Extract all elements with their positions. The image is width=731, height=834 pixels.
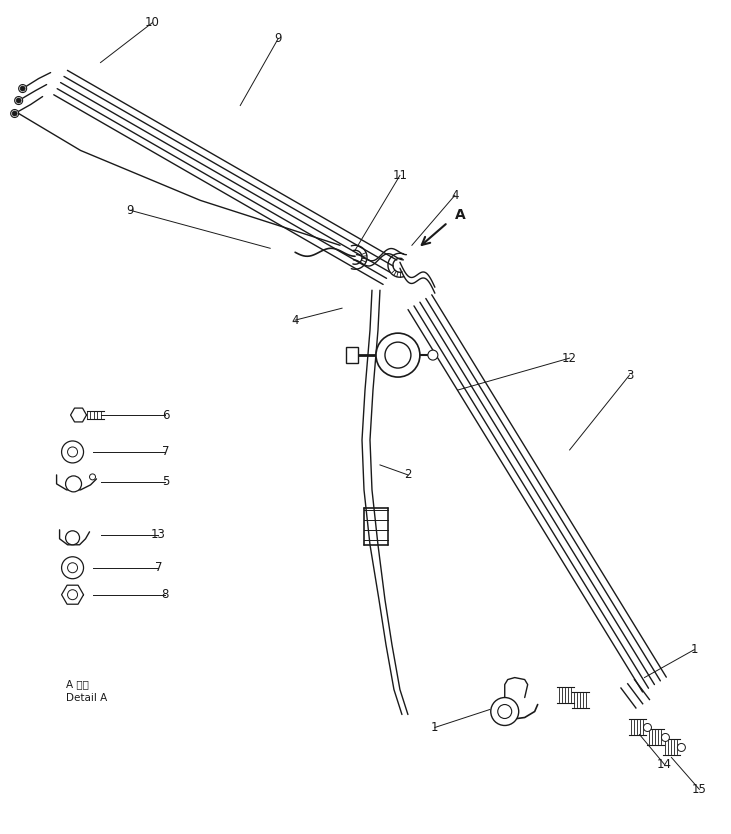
Text: 7: 7: [162, 445, 169, 459]
Circle shape: [643, 723, 651, 731]
Circle shape: [19, 84, 26, 93]
Circle shape: [12, 111, 17, 116]
Text: 15: 15: [692, 783, 707, 796]
Circle shape: [662, 733, 670, 741]
Circle shape: [15, 97, 23, 104]
Text: 13: 13: [151, 528, 166, 541]
Text: 3: 3: [626, 369, 633, 382]
Circle shape: [678, 743, 686, 751]
Text: 9: 9: [274, 33, 282, 45]
Circle shape: [376, 333, 420, 377]
Circle shape: [385, 342, 411, 368]
Circle shape: [491, 697, 519, 726]
Circle shape: [16, 98, 21, 103]
Text: 1: 1: [691, 643, 698, 656]
Text: A 詳細: A 詳細: [66, 680, 88, 690]
Circle shape: [61, 441, 83, 463]
Circle shape: [67, 563, 77, 573]
Circle shape: [67, 590, 77, 600]
Text: Detail A: Detail A: [66, 692, 107, 702]
Text: 4: 4: [292, 314, 299, 327]
Bar: [346, 347, 358, 363]
Text: A: A: [455, 208, 465, 223]
Text: 2: 2: [404, 469, 412, 481]
Text: 10: 10: [145, 16, 160, 29]
Circle shape: [11, 109, 19, 118]
Text: 8: 8: [162, 588, 169, 601]
Circle shape: [66, 476, 82, 492]
Text: 6: 6: [162, 409, 169, 421]
Circle shape: [20, 86, 25, 91]
Circle shape: [428, 350, 438, 360]
Text: 11: 11: [393, 169, 407, 182]
Text: 4: 4: [451, 188, 458, 202]
Circle shape: [67, 447, 77, 457]
Circle shape: [89, 474, 96, 480]
Text: 1: 1: [431, 721, 439, 734]
Circle shape: [498, 705, 512, 719]
Text: 5: 5: [162, 475, 169, 489]
Text: 7: 7: [155, 561, 162, 575]
Text: 9: 9: [126, 203, 135, 217]
Text: 14: 14: [657, 758, 672, 771]
Text: 12: 12: [562, 352, 577, 364]
Circle shape: [66, 530, 80, 545]
Circle shape: [61, 557, 83, 579]
